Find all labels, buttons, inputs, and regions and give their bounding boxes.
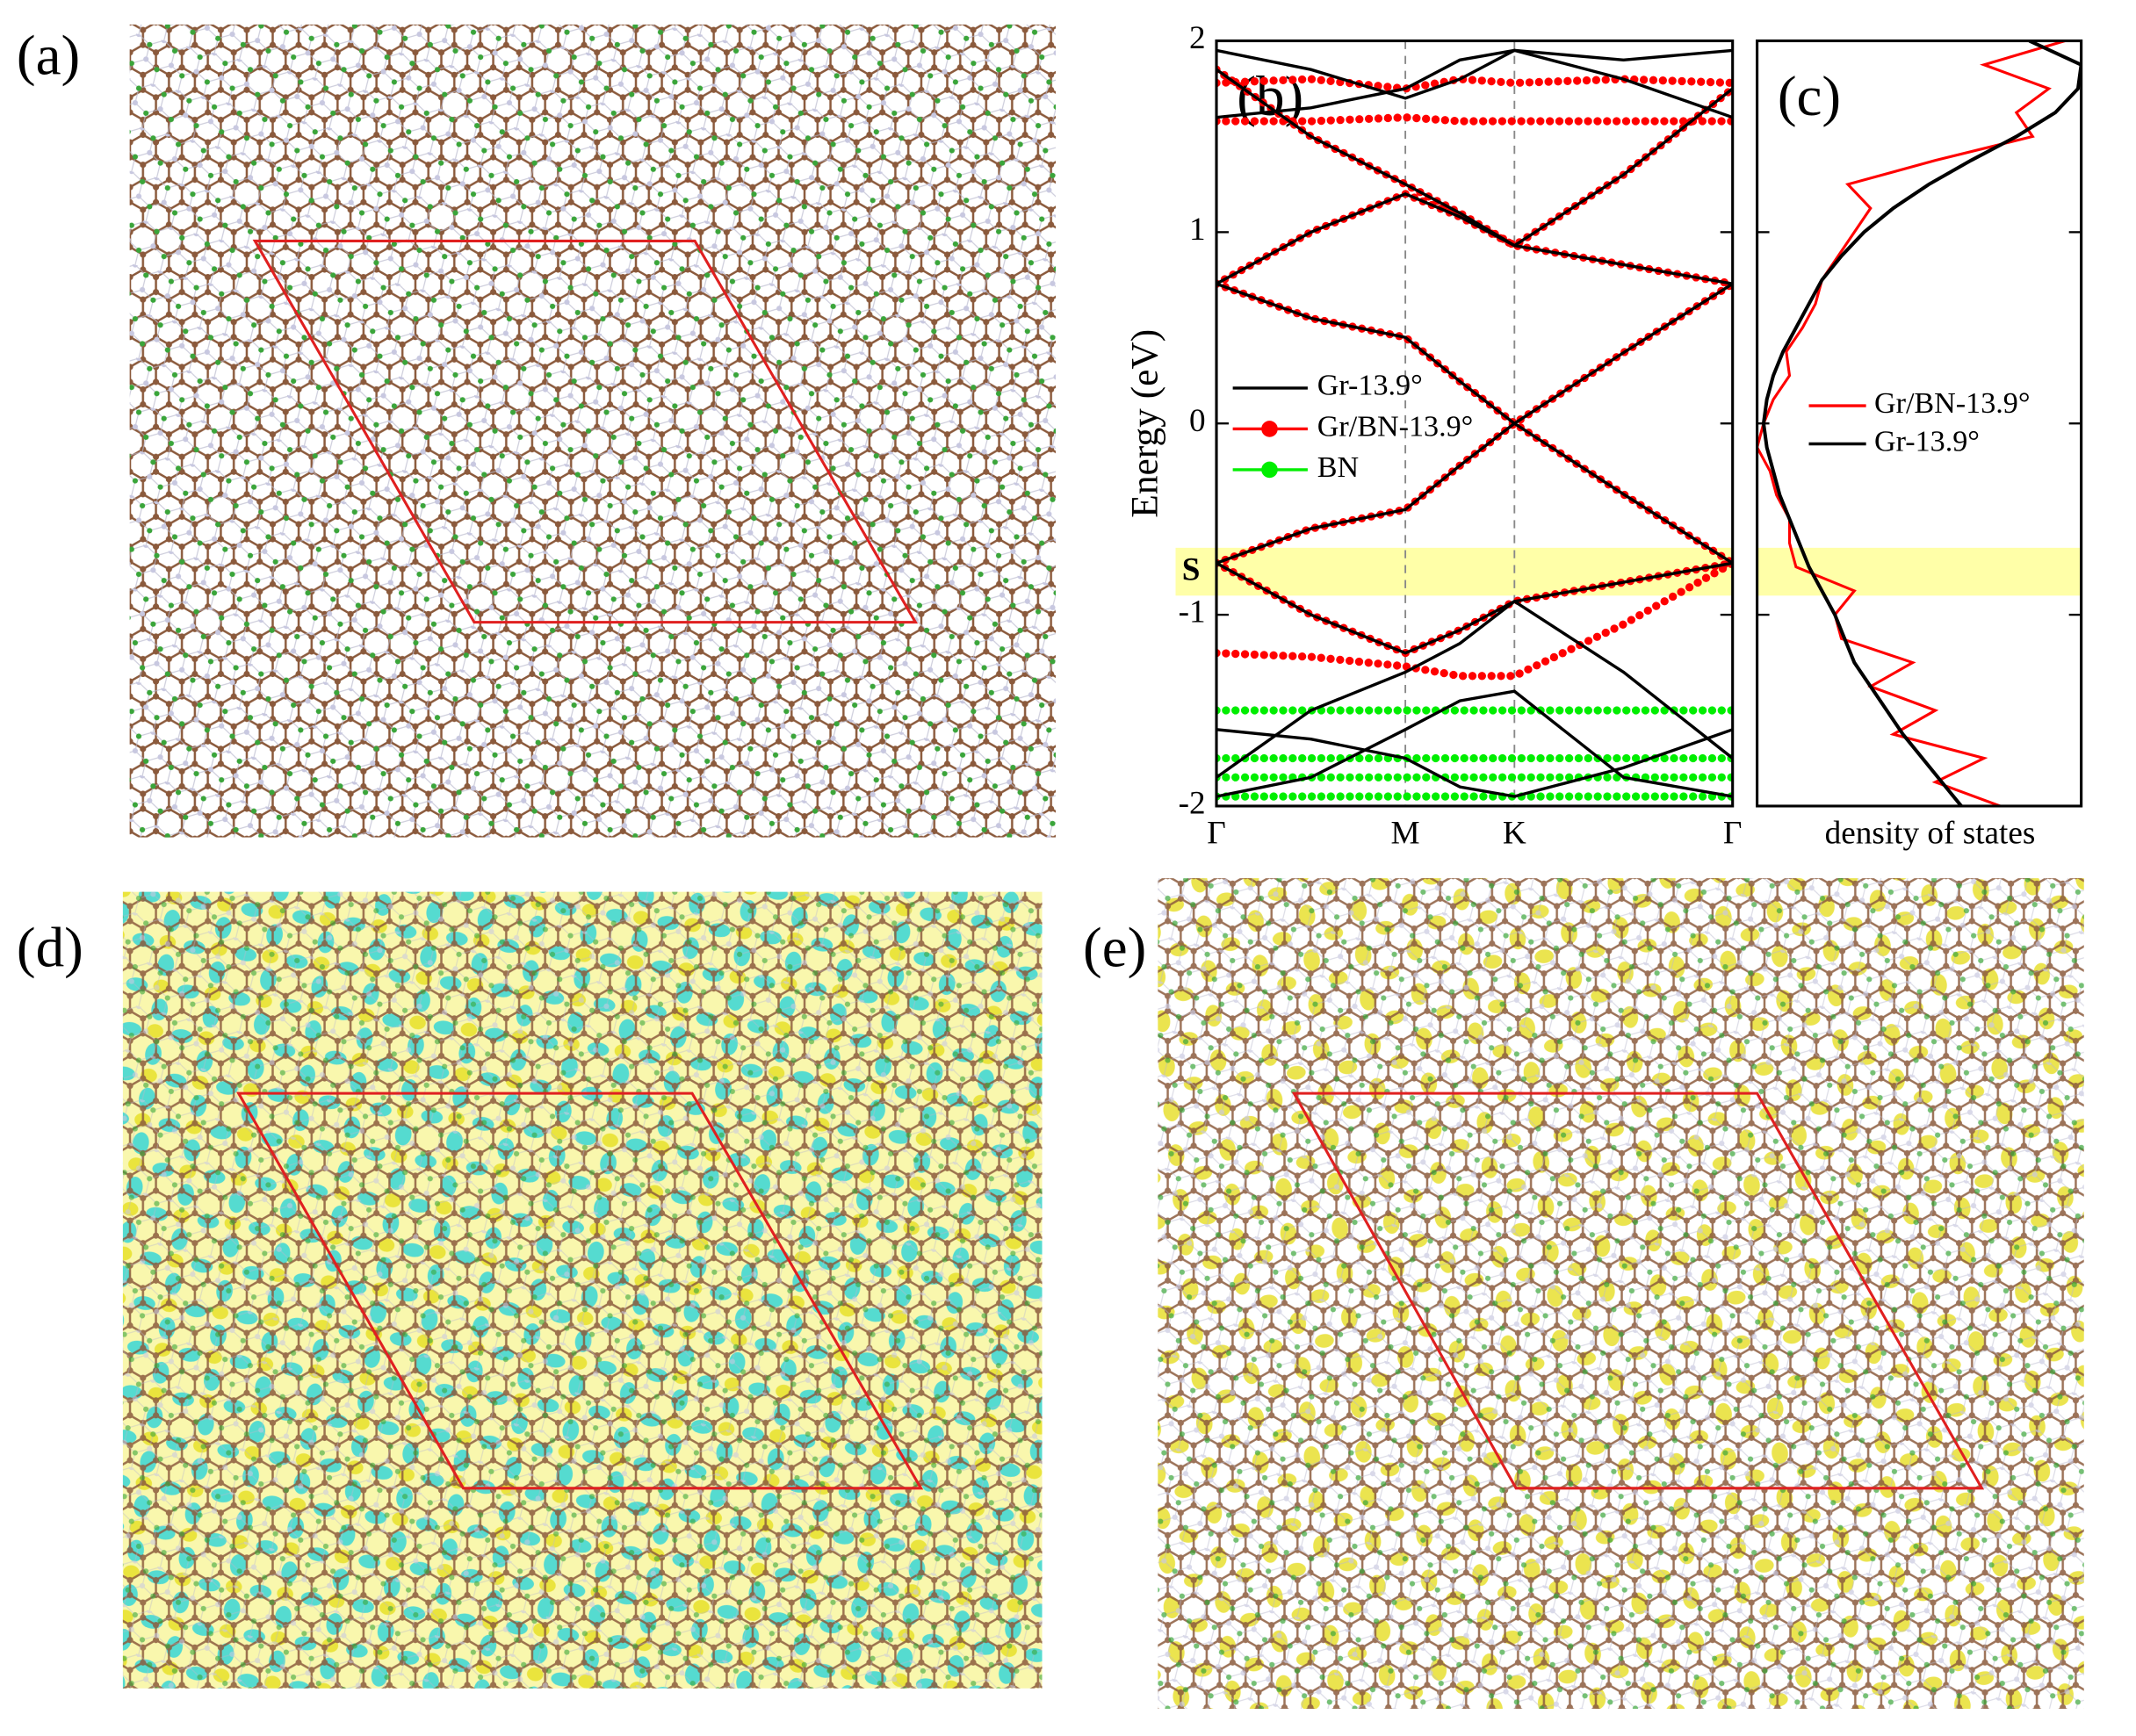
band-line (1216, 113, 1733, 126)
y-axis-label: Energy (eV) (1123, 329, 1165, 518)
structure-d (122, 891, 1043, 1689)
x-tick-label: M (1391, 816, 1420, 852)
dos-line (1757, 40, 2066, 806)
structure-a (129, 24, 1057, 838)
band-line (1216, 48, 1733, 119)
y-tick-label: -2 (1179, 785, 1206, 821)
x-axis-label: density of states (1825, 816, 2036, 852)
band-line (1216, 561, 1733, 655)
band-line (1216, 728, 1733, 798)
band-line (1216, 282, 1733, 426)
band-line (1216, 279, 1733, 429)
structure-e (1158, 878, 2084, 1709)
panel-label: (a) (17, 25, 80, 88)
band-line (1216, 689, 1733, 798)
band-line (1216, 599, 1733, 779)
band-line (1216, 421, 1733, 565)
axes-frame (1756, 39, 2083, 808)
y-tick-label: 0 (1189, 403, 1206, 439)
band-line (1216, 558, 1733, 681)
band-line (1216, 68, 1733, 248)
axes-frame (1215, 39, 1735, 808)
bands (1216, 48, 1733, 801)
band-line (1216, 418, 1733, 567)
y-tick-label: -1 (1179, 594, 1206, 630)
panel-label: (e) (1083, 916, 1146, 979)
legend-label: Gr/BN-13.9° (1317, 410, 1474, 443)
legend-label: BN (1317, 451, 1359, 484)
band-line (1216, 191, 1733, 285)
y-tick-label: 1 (1189, 212, 1206, 248)
legend-marker (1261, 461, 1278, 479)
dos-curves (1757, 40, 2082, 806)
x-tick-label: K (1503, 816, 1526, 852)
legend-label: Gr-13.9° (1317, 370, 1423, 402)
panel-label: (c) (1778, 65, 1841, 128)
annotation: S (1182, 552, 1201, 588)
legend-label: Gr-13.9° (1874, 425, 1980, 457)
x-tick-label: Γ (1207, 816, 1226, 852)
x-tick-label: Γ (1723, 816, 1743, 852)
panel-label: (d) (17, 916, 83, 979)
legend-marker (1261, 421, 1278, 437)
band-line (1216, 48, 1733, 100)
legend-label: Gr/BN-13.9° (1874, 387, 2031, 420)
y-tick-label: 2 (1189, 20, 1206, 56)
dos-line (1761, 40, 2082, 806)
